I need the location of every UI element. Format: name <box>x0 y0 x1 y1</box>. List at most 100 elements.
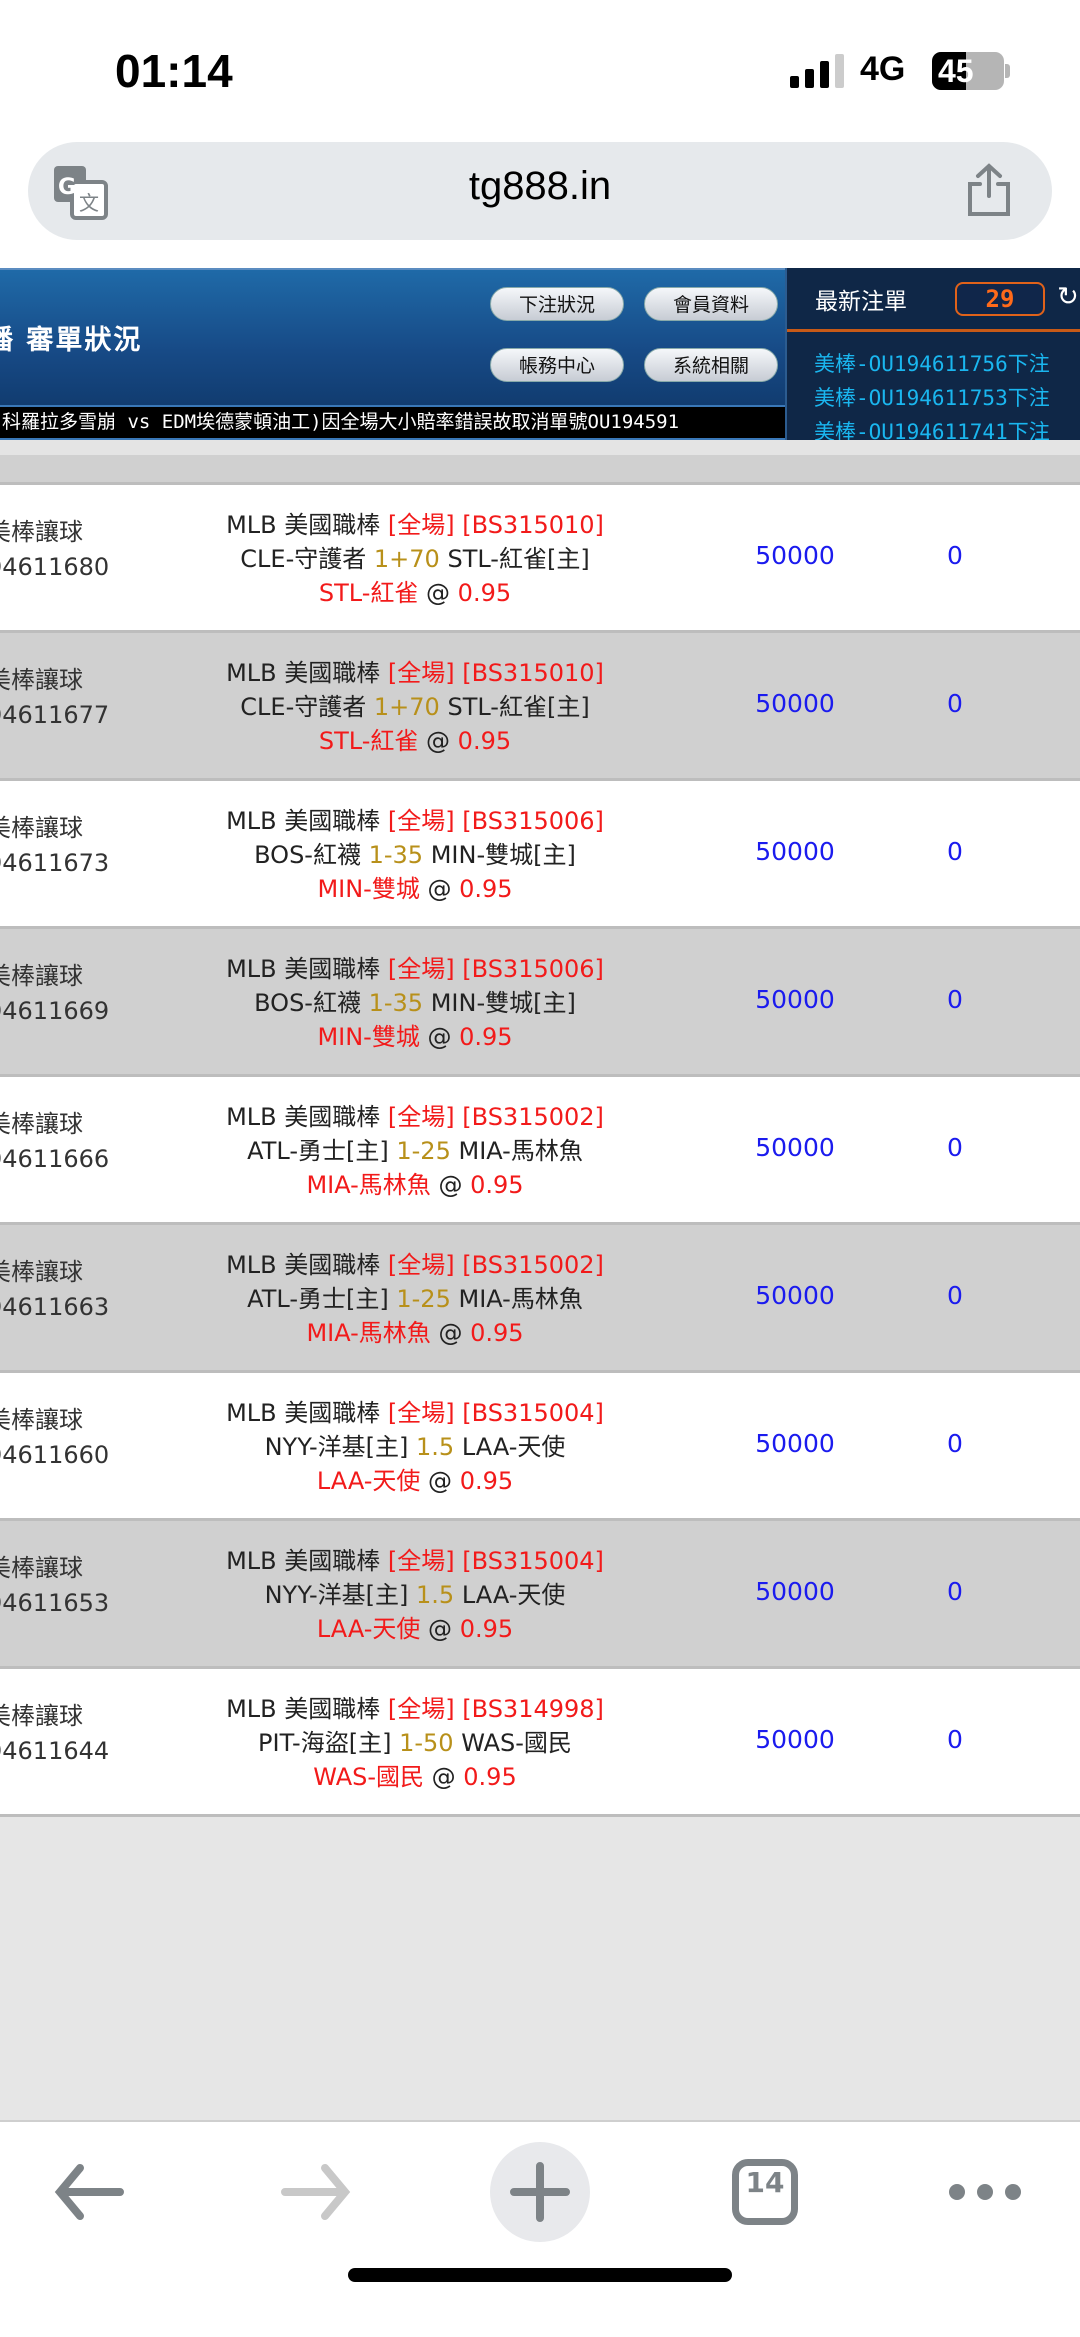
bet-detail-cell: MLB 美國職棒 [全場] [BS315002] ATL-勇士[主] 1-25 … <box>226 1251 604 1347</box>
back-icon[interactable] <box>40 2142 140 2242</box>
bet-amount: 50000 <box>755 1133 835 1162</box>
bet-detail-cell: MLB 美國職棒 [全場] [BS315004] NYY-洋基[主] 1.5 L… <box>226 1547 604 1643</box>
bet-amount: 50000 <box>755 985 835 1014</box>
match-code: [BS315006] <box>462 807 604 835</box>
odds: 0.95 <box>459 1467 514 1495</box>
match-code: [BS315004] <box>462 1547 604 1575</box>
pick: MIN-雙城 <box>317 1023 420 1051</box>
pick: LAA-天使 <box>316 1467 421 1495</box>
pick: MIN-雙城 <box>317 875 420 903</box>
bet-type: 美棒讓球 <box>0 814 83 842</box>
table-row: 美棒讓球 94611680 MLB 美國職棒 [全場] [BS315010] CL… <box>0 485 1080 633</box>
team-b: WAS-國民 <box>461 1729 572 1757</box>
match-code: [BS315004] <box>462 1399 604 1427</box>
bet-type-cell: 美棒讓球 94611663 <box>0 1255 109 1325</box>
latest-bet-item[interactable]: 美棒-OU194611756下注 <box>814 352 1050 376</box>
latest-bet-item[interactable]: 美棒-OU194611753下注 <box>814 386 1050 410</box>
pick: LAA-天使 <box>316 1615 421 1643</box>
handicap-line: 1-35 <box>368 841 424 869</box>
tabs-button[interactable]: 14 <box>715 2142 815 2242</box>
odds: 0.95 <box>457 579 512 607</box>
bet-result: 0 <box>947 985 963 1014</box>
bet-amount: 50000 <box>755 689 835 718</box>
team-b: STL-紅雀[主] <box>447 693 590 721</box>
new-tab-icon[interactable] <box>490 2142 590 2242</box>
bet-type-cell: 美棒讓球 94611660 <box>0 1403 109 1473</box>
battery-icon: 45 <box>932 52 1004 90</box>
site-header: 播 審單狀況 下注狀況 會員資料 帳務中心 系統相關 <box>0 268 785 405</box>
forward-icon[interactable] <box>265 2142 365 2242</box>
bet-type-cell: 美棒讓球 94611666 <box>0 1107 109 1177</box>
bet-id: 94611680 <box>0 553 110 581</box>
team-a: NYY-洋基[主] <box>264 1433 409 1461</box>
latest-bets-panel: 最新注單 29 ↻ 美棒-OU194611756下注 美棒-OU19461175… <box>785 268 1080 444</box>
match-code: [BS315002] <box>462 1251 604 1279</box>
bet-type: 美棒讓球 <box>0 1554 83 1582</box>
bet-amount: 50000 <box>755 1725 835 1754</box>
more-icon[interactable] <box>935 2142 1035 2242</box>
bet-id: 94611669 <box>0 997 110 1025</box>
match-code: [BS314998] <box>462 1695 604 1723</box>
bet-amount: 50000 <box>755 837 835 866</box>
bet-type: 美棒讓球 <box>0 666 83 694</box>
handicap-line: 1.5 <box>416 1433 455 1461</box>
table-row: 美棒讓球 94611677 MLB 美國職棒 [全場] [BS315010] CL… <box>0 633 1080 781</box>
period: [全場] <box>387 1547 455 1575</box>
team-b: STL-紅雀[主] <box>447 545 590 573</box>
url-text[interactable]: tg888.in <box>468 164 612 208</box>
handicap-line: 1-25 <box>396 1137 451 1165</box>
bet-type: 美棒讓球 <box>0 1258 83 1286</box>
odds: 0.95 <box>470 1171 524 1199</box>
bet-detail-cell: MLB 美國職棒 [全場] [BS315004] NYY-洋基[主] 1.5 L… <box>226 1399 604 1495</box>
bet-result: 0 <box>947 837 963 866</box>
team-a: NYY-洋基[主] <box>264 1581 409 1609</box>
account-center-button[interactable]: 帳務中心 <box>490 348 624 382</box>
bet-type: 美棒讓球 <box>0 1406 83 1434</box>
league: MLB 美國職棒 <box>226 1547 381 1575</box>
bet-id: 94611660 <box>0 1441 110 1469</box>
bet-status-button[interactable]: 下注狀況 <box>490 287 624 321</box>
member-info-button[interactable]: 會員資料 <box>644 287 778 321</box>
bet-amount: 50000 <box>755 541 835 570</box>
share-icon[interactable] <box>964 162 1014 218</box>
translate-icon[interactable]: G文 <box>52 164 108 220</box>
bet-result: 0 <box>947 1133 963 1162</box>
handicap-line: 1-25 <box>396 1285 451 1313</box>
bet-result: 0 <box>947 689 963 718</box>
refresh-icon[interactable]: ↻ <box>1057 282 1079 312</box>
table-row-partial <box>0 455 1080 485</box>
league: MLB 美國職棒 <box>226 511 381 539</box>
league: MLB 美國職棒 <box>226 1251 381 1279</box>
bet-amount: 50000 <box>755 1429 835 1458</box>
match-code: [BS315010] <box>462 511 604 539</box>
bet-id: 94611677 <box>0 701 110 729</box>
bet-type: 美棒讓球 <box>0 962 83 990</box>
period: [全場] <box>387 1251 455 1279</box>
bet-result: 0 <box>947 1281 963 1310</box>
bet-detail-cell: MLB 美國職棒 [全場] [BS314998] PIT-海盜[主] 1-50 … <box>226 1695 604 1791</box>
team-a: ATL-勇士[主] <box>247 1137 389 1165</box>
bet-type: 美棒讓球 <box>0 518 83 546</box>
bet-detail-cell: MLB 美國職棒 [全場] [BS315006] BOS-紅襪 1-35 MIN… <box>226 807 604 903</box>
bet-type-cell: 美棒讓球 94611669 <box>0 959 109 1029</box>
system-button[interactable]: 系統相關 <box>644 348 778 382</box>
notice-marquee: 科羅拉多雪崩 vs EDM埃德蒙頓油工)因全場大小賠率錯誤故取消單號OU1945… <box>0 405 785 440</box>
team-b: MIN-雙城[主] <box>430 989 576 1017</box>
team-b: LAA-天使 <box>461 1433 566 1461</box>
latest-count-badge: 29 <box>955 282 1045 316</box>
svg-text:文: 文 <box>79 191 99 215</box>
pick: MIA-馬林魚 <box>306 1319 431 1347</box>
bet-type-cell: 美棒讓球 94611673 <box>0 811 109 881</box>
team-a: BOS-紅襪 <box>254 989 361 1017</box>
bet-result: 0 <box>947 1577 963 1606</box>
league: MLB 美國職棒 <box>226 1399 381 1427</box>
tab-count: 14 <box>732 2159 798 2225</box>
league: MLB 美國職棒 <box>226 1103 381 1131</box>
bet-id: 94611653 <box>0 1589 110 1617</box>
period: [全場] <box>387 511 455 539</box>
team-b: MIA-馬林魚 <box>458 1285 583 1313</box>
bet-table: 美棒讓球 94611680 MLB 美國職棒 [全場] [BS315010] CL… <box>0 440 1080 1817</box>
table-row: 美棒讓球 94611669 MLB 美國職棒 [全場] [BS315006] BO… <box>0 929 1080 1077</box>
period: [全場] <box>387 1103 455 1131</box>
